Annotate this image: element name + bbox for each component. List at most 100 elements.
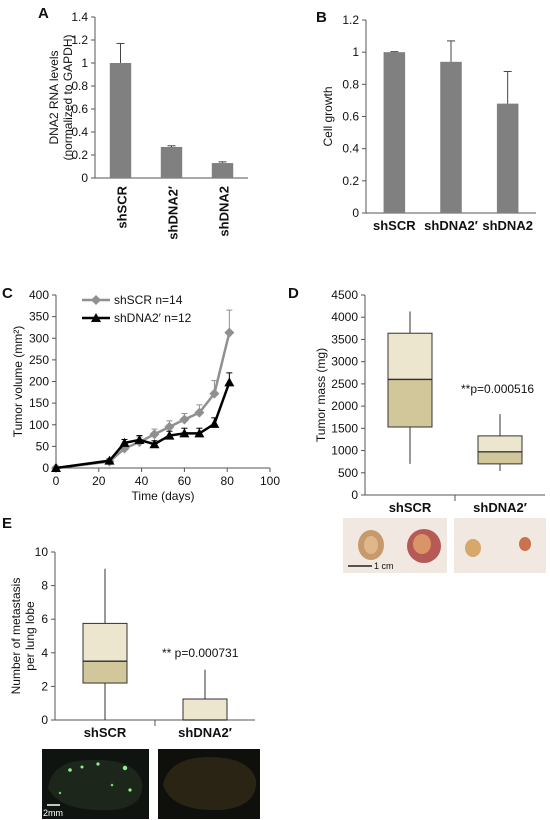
y-tick-label: 1000	[331, 444, 358, 458]
data-point	[209, 418, 220, 428]
bar	[109, 63, 132, 178]
y-tick-label: 1.2	[71, 33, 88, 47]
y-tick-label: 300	[29, 331, 49, 345]
data-point	[164, 421, 175, 432]
y-tick-label: 0.4	[71, 125, 88, 139]
y-tick-label: 100	[29, 418, 49, 432]
category-label: shDNA2′	[178, 725, 232, 740]
tumor-photo: 1 cm	[343, 518, 546, 573]
metastasis-spot	[128, 788, 132, 792]
data-point	[51, 463, 61, 472]
y-tick-label: 0	[81, 171, 88, 185]
x-tick-label: 60	[178, 474, 192, 488]
tumor-sample	[364, 536, 378, 554]
box-lower	[82, 660, 128, 684]
panel-label-d: D	[288, 285, 299, 302]
metastasis-spot	[68, 768, 72, 772]
y-axis-label: DNA2 RNA levels	[47, 50, 61, 144]
p-value-annotation: **p=0.000516	[461, 382, 534, 396]
y-tick-label: 1	[81, 56, 88, 70]
category-label: shDNA2	[482, 218, 533, 233]
y-tick-label: 1500	[331, 421, 358, 435]
x-tick-label: 100	[260, 474, 280, 488]
lung-photo: 2mm	[42, 749, 260, 819]
y-tick-label: 2000	[331, 399, 358, 413]
category-label: shSCR	[115, 185, 130, 228]
y-axis-label: Tumor mass (mg)	[314, 348, 328, 442]
y-tick-label: 250	[29, 353, 49, 367]
y-tick-label: 10	[35, 545, 49, 559]
y-tick-label: 1.4	[71, 10, 88, 24]
tumor-sample	[519, 537, 531, 551]
y-tick-label: 4000	[331, 310, 358, 324]
lung-lobe	[48, 759, 143, 811]
y-tick-label: 6	[41, 612, 48, 626]
box-upper	[387, 332, 433, 380]
data-point	[179, 428, 190, 438]
category-label: shDNA2′	[424, 218, 478, 233]
category-label: shDNA2′	[166, 186, 181, 240]
y-tick-label: 4	[41, 646, 48, 660]
data-point	[134, 434, 145, 444]
data-point	[104, 455, 115, 465]
metastasis-spot	[96, 762, 100, 766]
x-tick-label: 80	[221, 474, 235, 488]
box-upper	[477, 435, 523, 453]
y-tick-label: 0.8	[342, 77, 359, 91]
data-point	[149, 429, 160, 440]
x-tick-label: 20	[92, 474, 106, 488]
y-tick-label: 0.6	[342, 110, 359, 124]
lung-lobe	[163, 757, 257, 811]
box-lower	[477, 451, 523, 465]
y-axis-label: Cell growth	[321, 86, 335, 146]
y-tick-label: 1	[352, 45, 359, 59]
y-tick-label: 0.6	[71, 102, 88, 116]
y-axis-label: (normalized to GAPDH)	[61, 34, 75, 160]
y-tick-label: 0.4	[342, 142, 359, 156]
y-axis-label: Tumor volume (mm²)	[11, 326, 25, 438]
x-tick-label: 40	[135, 474, 149, 488]
y-tick-label: 200	[29, 375, 49, 389]
category-label: shSCR	[84, 725, 127, 740]
y-tick-label: 350	[29, 310, 49, 324]
category-label: shDNA2′	[473, 500, 527, 515]
y-tick-label: 2500	[331, 377, 358, 391]
y-axis-label: Number of metastasis	[9, 578, 23, 695]
p-value-annotation: ** p=0.000731	[162, 646, 239, 660]
panel-label-b: B	[316, 9, 327, 26]
data-point	[224, 377, 235, 387]
bar	[160, 146, 183, 178]
y-tick-label: 0.8	[71, 79, 88, 93]
y-tick-label: 3500	[331, 332, 358, 346]
box-upper	[182, 698, 228, 721]
metastasis-spot	[122, 765, 128, 771]
chart-a-dna2-rna-levels: 0 0.2 0.4 0.6 0.8 1 1.2 1.4 shSCR shDNA2′ shDNA2 DN…	[47, 10, 248, 240]
category-label: shSCR	[373, 218, 416, 233]
y-tick-label: 3000	[331, 355, 358, 369]
photo-scale-label: 2mm	[43, 808, 63, 818]
y-axis-label: per lung lobe	[23, 601, 37, 671]
y-tick-label: 0	[352, 206, 359, 220]
chart-e-metastasis: 0 2 4 6 8 10 shSCR shDNA2′ ** p=0.000731 Number o…	[9, 545, 255, 740]
data-point	[209, 388, 220, 399]
y-tick-label: 500	[338, 466, 358, 480]
tumor-sample	[465, 539, 481, 557]
y-tick-label: 4500	[331, 288, 358, 302]
legend-label: shDNA2′ n=12	[114, 311, 192, 325]
data-point	[164, 430, 175, 440]
y-tick-label: 0.2	[342, 174, 359, 188]
category-label: shDNA2	[217, 186, 232, 237]
y-tick-label: 1.2	[342, 13, 359, 27]
data-point	[224, 327, 235, 338]
y-tick-label: 400	[29, 288, 49, 302]
bar	[211, 163, 234, 178]
legend-marker	[91, 313, 101, 322]
y-tick-label: 0	[42, 461, 49, 475]
data-point	[119, 437, 130, 447]
metastasis-spot	[110, 783, 114, 787]
box-upper	[82, 622, 128, 662]
panel-label-c: C	[2, 285, 13, 302]
series-line	[55, 332, 231, 470]
metastasis-spot	[80, 765, 84, 769]
